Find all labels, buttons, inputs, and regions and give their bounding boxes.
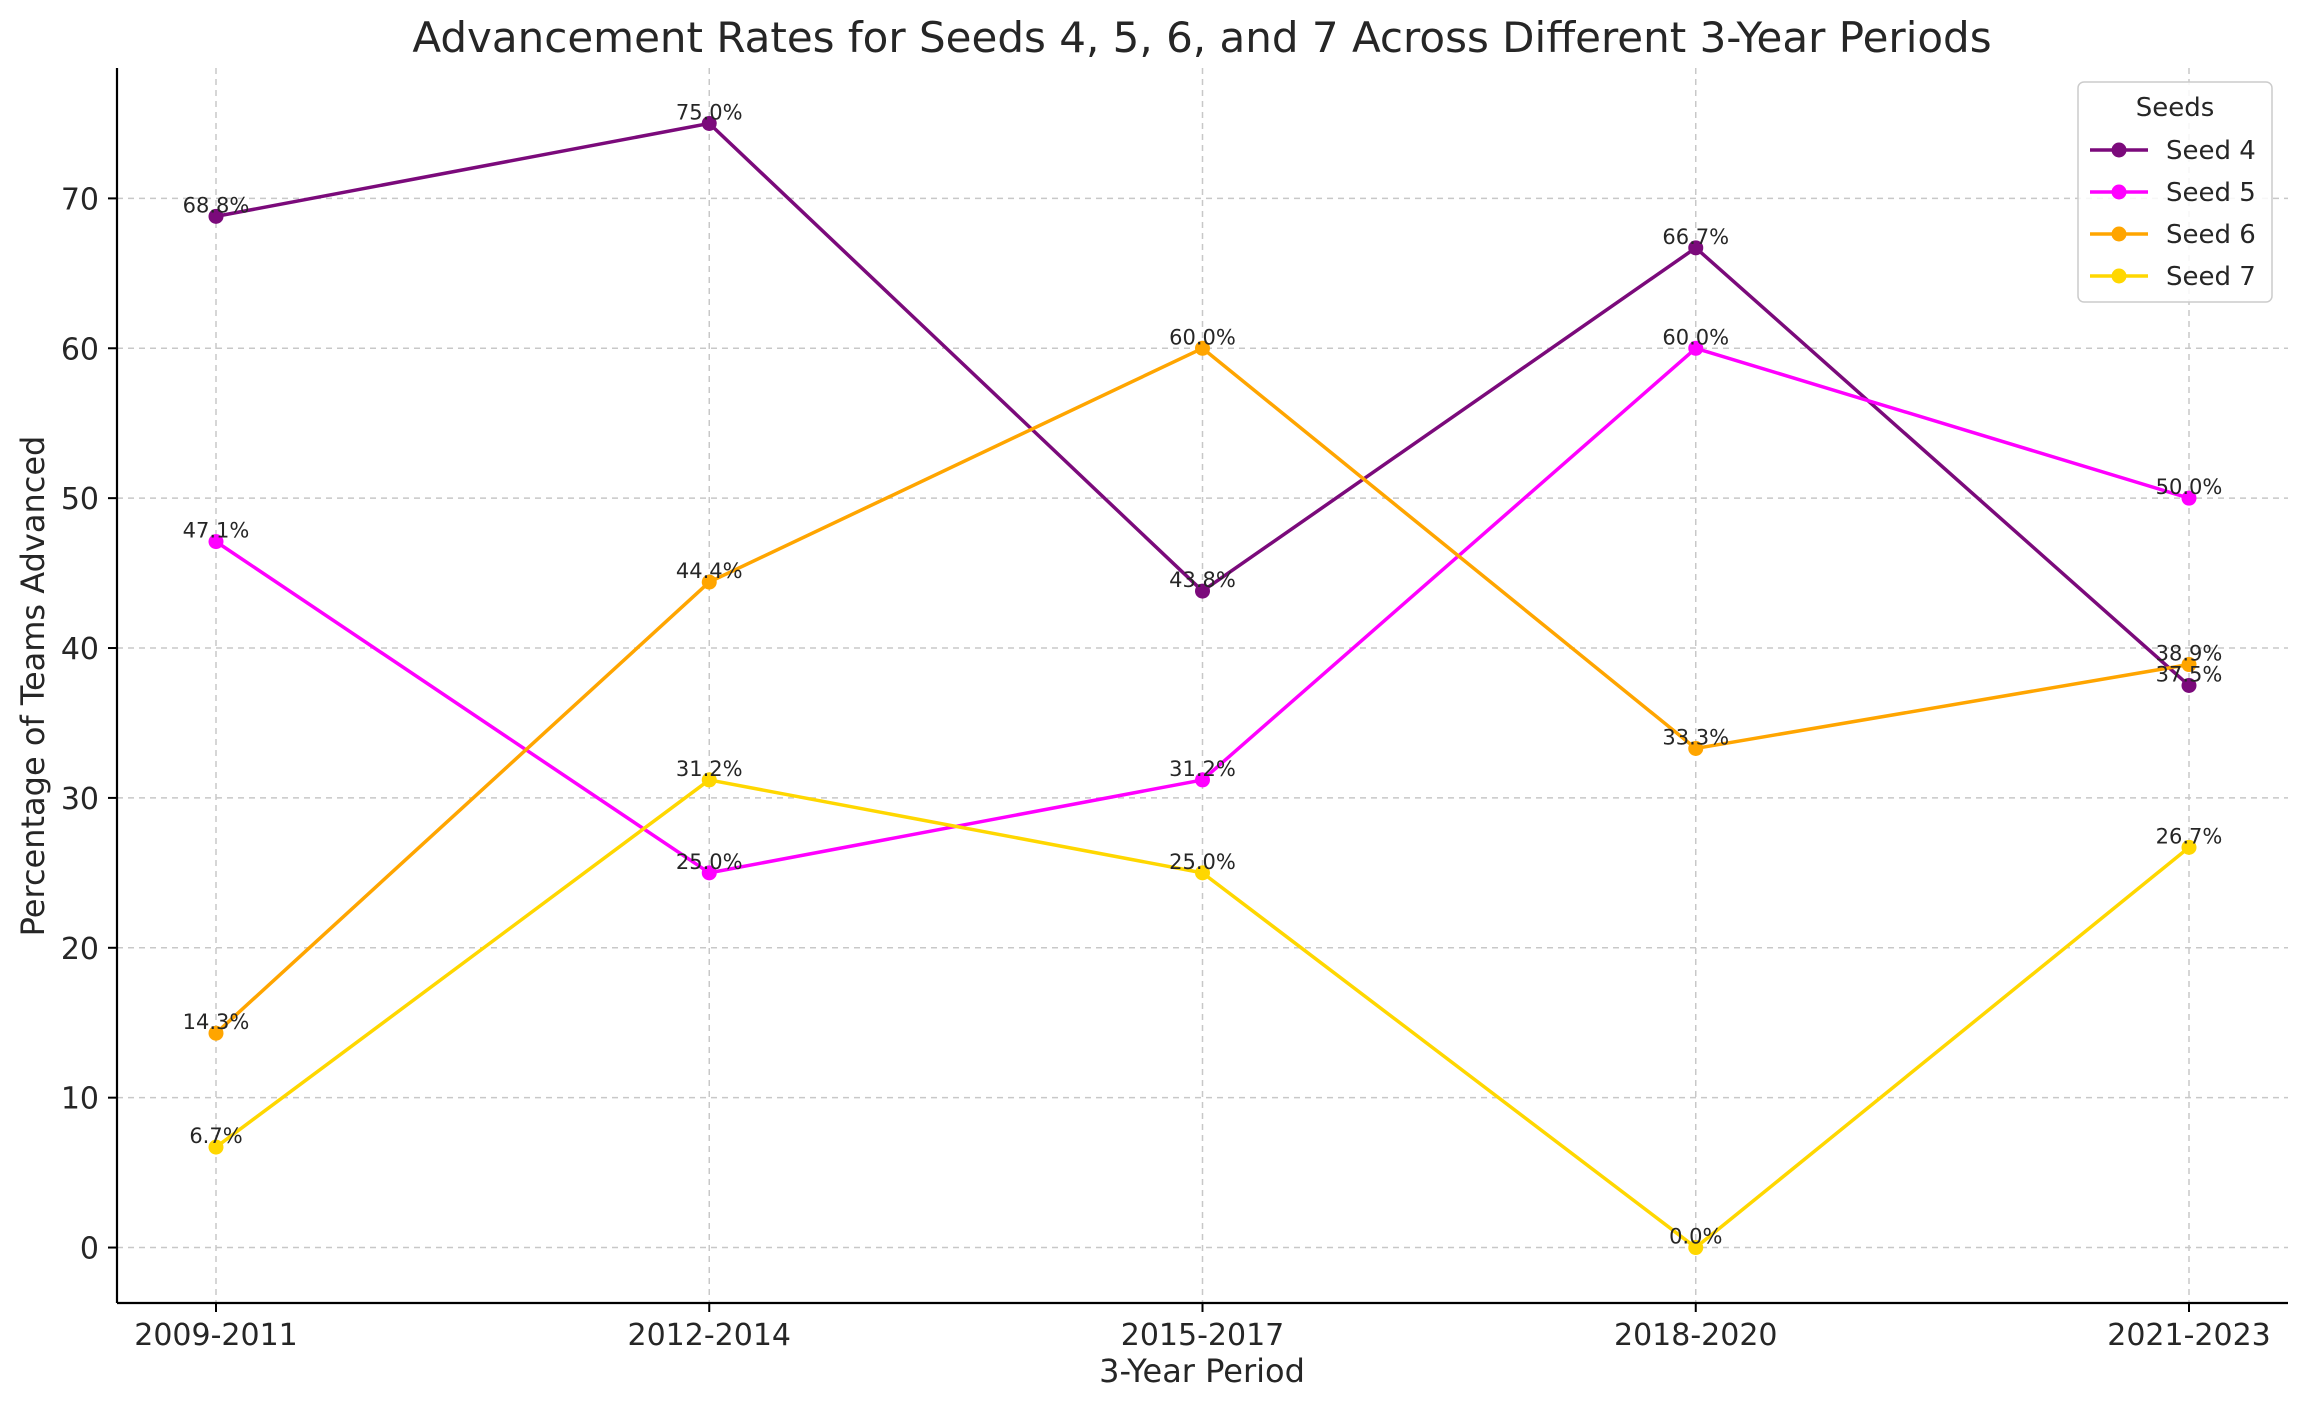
seed-7-data-label: 31.2% [676, 757, 743, 781]
y-tick-label: 0 [80, 1232, 99, 1267]
axes: 0 10 20 30 40 50 60 70 2009-2011 2012-2014 2015-20… [61, 68, 2288, 1353]
seed-6-data-label: 33.3% [1662, 725, 1729, 749]
seed-5-data-label: 31.2% [1169, 757, 1236, 781]
seed-4-data-label: 43.8% [1169, 568, 1236, 592]
seed-7-legend-label: Seed 7 [2166, 262, 2256, 292]
x-tick-label: 2018-2020 [1614, 1318, 1778, 1353]
x-tick-label: 2021-2023 [2107, 1318, 2271, 1353]
y-tick-label: 50 [61, 482, 99, 517]
x-tick-label: 2009-2011 [134, 1318, 298, 1353]
seed-4-legend-label: Seed 4 [2166, 136, 2256, 166]
seed-5-data-label: 50.0% [2156, 475, 2223, 499]
grid-lines [117, 68, 2288, 1303]
line-chart: Advancement Rates for Seeds 4, 5, 6, and… [0, 0, 2306, 1409]
seed-5-data-label: 60.0% [1662, 325, 1729, 349]
seed-4-legend-marker [2112, 143, 2127, 158]
y-tick-label: 10 [61, 1082, 99, 1117]
seed-6-data-label: 44.4% [676, 559, 743, 583]
seed-5-data-label: 25.0% [676, 850, 743, 874]
seed-4-data-label: 37.5% [2156, 663, 2223, 687]
seed-5-legend-label: Seed 5 [2166, 178, 2256, 208]
seed-7-data-label: 26.7% [2156, 824, 2223, 848]
legend-title: Seeds [2136, 93, 2215, 123]
seed-6-data-label: 14.3% [183, 1010, 250, 1034]
seed-7-data-label: 25.0% [1169, 850, 1236, 874]
seed-5-legend-marker [2112, 185, 2127, 200]
y-axis-label: Percentage of Teams Advanced [14, 436, 52, 937]
seed-6-data-label: 60.0% [1169, 325, 1236, 349]
seed-4-data-label: 66.7% [1662, 225, 1729, 249]
seed-6-data-label: 38.9% [2156, 642, 2223, 666]
x-tick-label: 2015-2017 [1121, 1318, 1285, 1353]
y-tick-label: 60 [61, 332, 99, 367]
y-tick-label: 20 [61, 932, 99, 967]
x-tick-label: 2012-2014 [627, 1318, 791, 1353]
seed-6-legend-marker [2112, 227, 2127, 242]
seed-6-legend-label: Seed 6 [2166, 220, 2256, 250]
x-axis-label: 3-Year Period [1099, 1352, 1305, 1390]
chart-title: Advancement Rates for Seeds 4, 5, 6, and… [412, 13, 1991, 62]
seed-5-data-label: 47.1% [183, 519, 250, 543]
y-tick-label: 40 [61, 632, 99, 667]
seed-7-legend-marker [2112, 269, 2127, 284]
y-tick-label: 70 [61, 182, 99, 217]
seed-7-data-label: 6.7% [189, 1124, 242, 1148]
seed-4-data-label: 75.0% [676, 100, 743, 124]
legend: Seeds Seed 4 Seed 5 Seed 6 Seed 7 [2078, 82, 2272, 302]
seed-7-data-label: 0.0% [1669, 1225, 1722, 1249]
y-tick-label: 30 [61, 782, 99, 817]
seed-4-data-label: 68.8% [183, 193, 250, 217]
